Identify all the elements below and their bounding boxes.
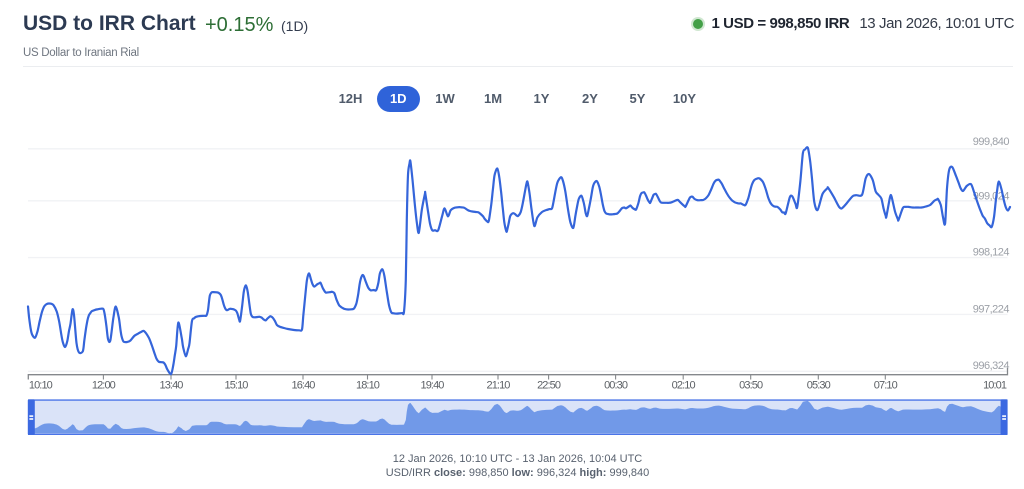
svg-text:12:00: 12:00 (92, 380, 116, 392)
svg-text:15:10: 15:10 (224, 380, 248, 392)
svg-text:03:50: 03:50 (739, 380, 763, 392)
svg-text:21:10: 21:10 (486, 380, 510, 392)
svg-text:19:40: 19:40 (420, 380, 444, 392)
svg-text:999,024: 999,024 (973, 190, 1010, 202)
svg-text:999,840: 999,840 (973, 136, 1010, 148)
svg-text:07:10: 07:10 (874, 380, 898, 392)
svg-text:10:10: 10:10 (29, 380, 53, 392)
svg-text:997,224: 997,224 (973, 303, 1010, 315)
svg-text:02:10: 02:10 (672, 380, 696, 392)
svg-text:18:10: 18:10 (356, 380, 380, 392)
svg-text:998,124: 998,124 (973, 247, 1010, 259)
svg-text:00:30: 00:30 (604, 380, 628, 392)
svg-text:05:30: 05:30 (807, 380, 831, 392)
svg-text:22:50: 22:50 (537, 380, 561, 392)
svg-text:13:40: 13:40 (159, 380, 183, 392)
svg-text:10:01: 10:01 (983, 380, 1007, 392)
svg-text:996,324: 996,324 (973, 360, 1010, 372)
svg-text:16:40: 16:40 (291, 380, 315, 392)
